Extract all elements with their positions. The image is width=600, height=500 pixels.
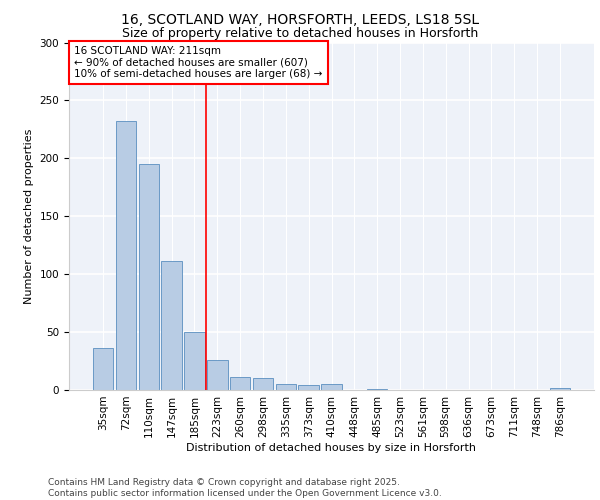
Bar <box>230 378 250 390</box>
Text: Size of property relative to detached houses in Horsforth: Size of property relative to detached ho… <box>122 28 478 40</box>
Bar <box>550 388 570 390</box>
Bar <box>367 389 388 390</box>
Bar <box>253 378 273 390</box>
Bar <box>298 386 319 390</box>
Bar <box>275 384 296 390</box>
Bar <box>207 360 227 390</box>
Bar <box>321 384 342 390</box>
Text: 16 SCOTLAND WAY: 211sqm
← 90% of detached houses are smaller (607)
10% of semi-d: 16 SCOTLAND WAY: 211sqm ← 90% of detache… <box>74 46 323 79</box>
Bar <box>161 262 182 390</box>
Bar <box>93 348 113 390</box>
Bar <box>184 332 205 390</box>
Bar <box>139 164 159 390</box>
Y-axis label: Number of detached properties: Number of detached properties <box>24 128 34 304</box>
X-axis label: Distribution of detached houses by size in Horsforth: Distribution of detached houses by size … <box>187 442 476 452</box>
Bar <box>116 122 136 390</box>
Text: Contains HM Land Registry data © Crown copyright and database right 2025.
Contai: Contains HM Land Registry data © Crown c… <box>48 478 442 498</box>
Text: 16, SCOTLAND WAY, HORSFORTH, LEEDS, LS18 5SL: 16, SCOTLAND WAY, HORSFORTH, LEEDS, LS18… <box>121 12 479 26</box>
